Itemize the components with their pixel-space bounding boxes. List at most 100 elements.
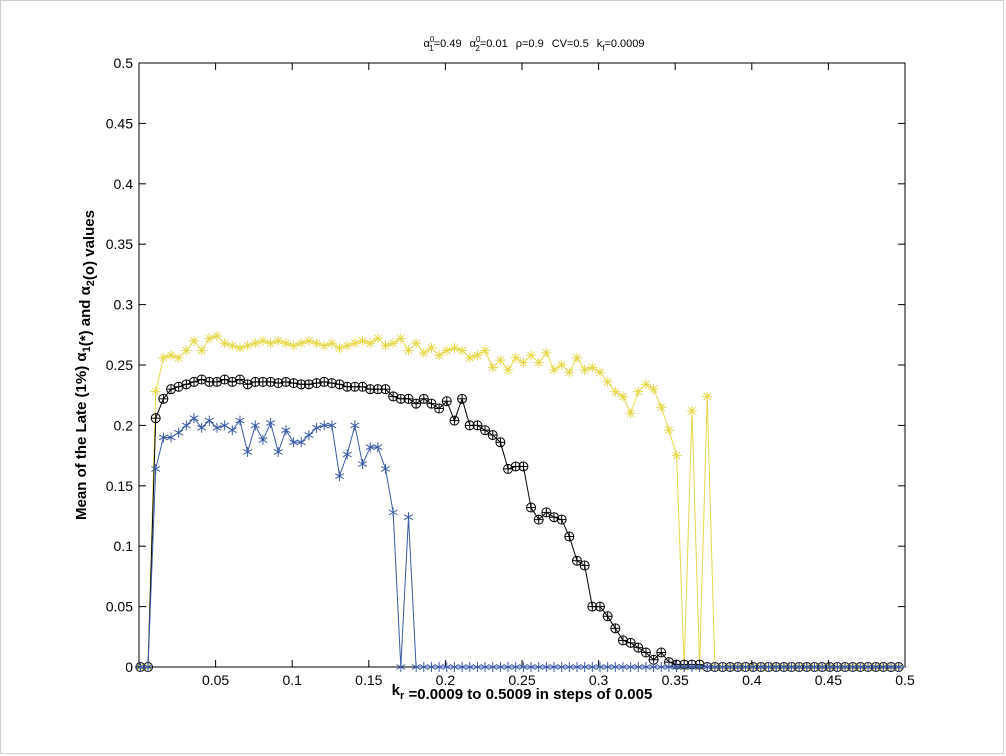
data-point [181,379,192,390]
data-point [702,662,712,672]
x-tick-label: 0.45 [815,672,842,688]
data-point [426,662,437,672]
x-tick-label: 0.4 [742,672,762,688]
y-tick-label: 0.25 [106,357,133,373]
series-2 [135,413,907,672]
y-tick-label: 0 [125,659,133,675]
data-point [511,662,521,672]
data-point [663,425,674,436]
data-point [303,335,314,346]
data-point [227,340,238,351]
data-point [503,463,514,474]
data-point [495,437,506,448]
data-point [426,343,437,354]
data-point [587,362,598,373]
data-point [626,662,636,672]
data-point [319,376,330,387]
data-point [426,398,437,409]
data-point [641,662,651,672]
data-point [219,338,230,349]
y-axis-ticks: 0 0.05 0.1 0.15 0.2 0.25 0.3 0.35 0.4 0.45 0.5 [106,55,905,675]
data-point [687,662,697,672]
data-point [411,662,421,672]
data-point [763,662,774,672]
data-point [211,331,222,342]
data-point [173,352,184,363]
data-point [357,381,368,392]
data-point [395,333,406,344]
data-point [166,432,176,443]
data-point [617,635,628,646]
data-point [150,413,161,424]
data-point [556,360,567,370]
data-point [610,662,620,672]
data-point [219,374,230,385]
data-point [373,442,383,453]
data-point [672,662,682,672]
x-tick-label: 0.2 [436,672,456,688]
data-point [365,442,375,453]
data-point [495,662,505,672]
data-point [449,415,460,426]
data-point [572,662,582,672]
data-point [618,662,628,672]
data-point [695,662,705,672]
data-point [480,345,491,356]
data-point [549,512,560,523]
data-point [234,374,245,385]
title-part: ρ [516,38,522,50]
title-superscript: 0 [476,35,481,44]
data-point [733,662,743,672]
data-point [518,461,529,472]
data-point [748,662,758,672]
data-point [311,338,322,349]
data-point [488,662,498,672]
data-point [357,459,368,470]
data-point [204,415,214,426]
data-point [181,345,192,356]
title-part: α [470,38,477,50]
title-value: =0.0009 [604,38,644,50]
y-tick-label: 0.45 [106,115,133,131]
data-point [227,376,238,387]
data-point [480,425,491,436]
data-point [503,662,513,672]
data-point [296,338,307,349]
data-point [549,364,560,375]
y-tick-label: 0.15 [106,478,133,494]
data-point [150,386,161,397]
title-subscript: f [602,44,605,53]
data-point [204,333,215,344]
data-point [380,384,391,395]
title-value: =0.49 [434,38,462,50]
data-point [288,378,299,389]
title-part: k [597,38,603,50]
x-tick-label: 0.35 [662,672,689,688]
data-point [671,450,682,461]
data-point [756,662,766,672]
data-point [533,514,544,525]
y-tick-label: 0.4 [114,176,134,192]
y-tick-label: 0.1 [114,538,134,554]
data-point [587,662,597,672]
data-point [326,338,337,349]
data-point [526,350,537,361]
data-point [242,379,253,390]
x-tick-label: 0.05 [202,672,229,688]
data-point [457,662,467,672]
data-point [403,393,414,404]
y-tick-label: 0.05 [106,599,133,615]
plot-area [138,62,906,668]
data-point [656,647,667,658]
data-point [886,662,896,672]
data-point [296,437,306,448]
data-point [334,343,345,354]
data-point [564,662,574,672]
y-axis-label: Mean of the Late (1%) α1(*) and α2(o) va… [73,210,98,520]
data-point [418,393,429,404]
data-point [472,662,482,672]
data-point [350,420,360,431]
data-point [664,662,674,672]
y-tick-label: 0.35 [106,236,133,252]
data-point [740,662,751,672]
